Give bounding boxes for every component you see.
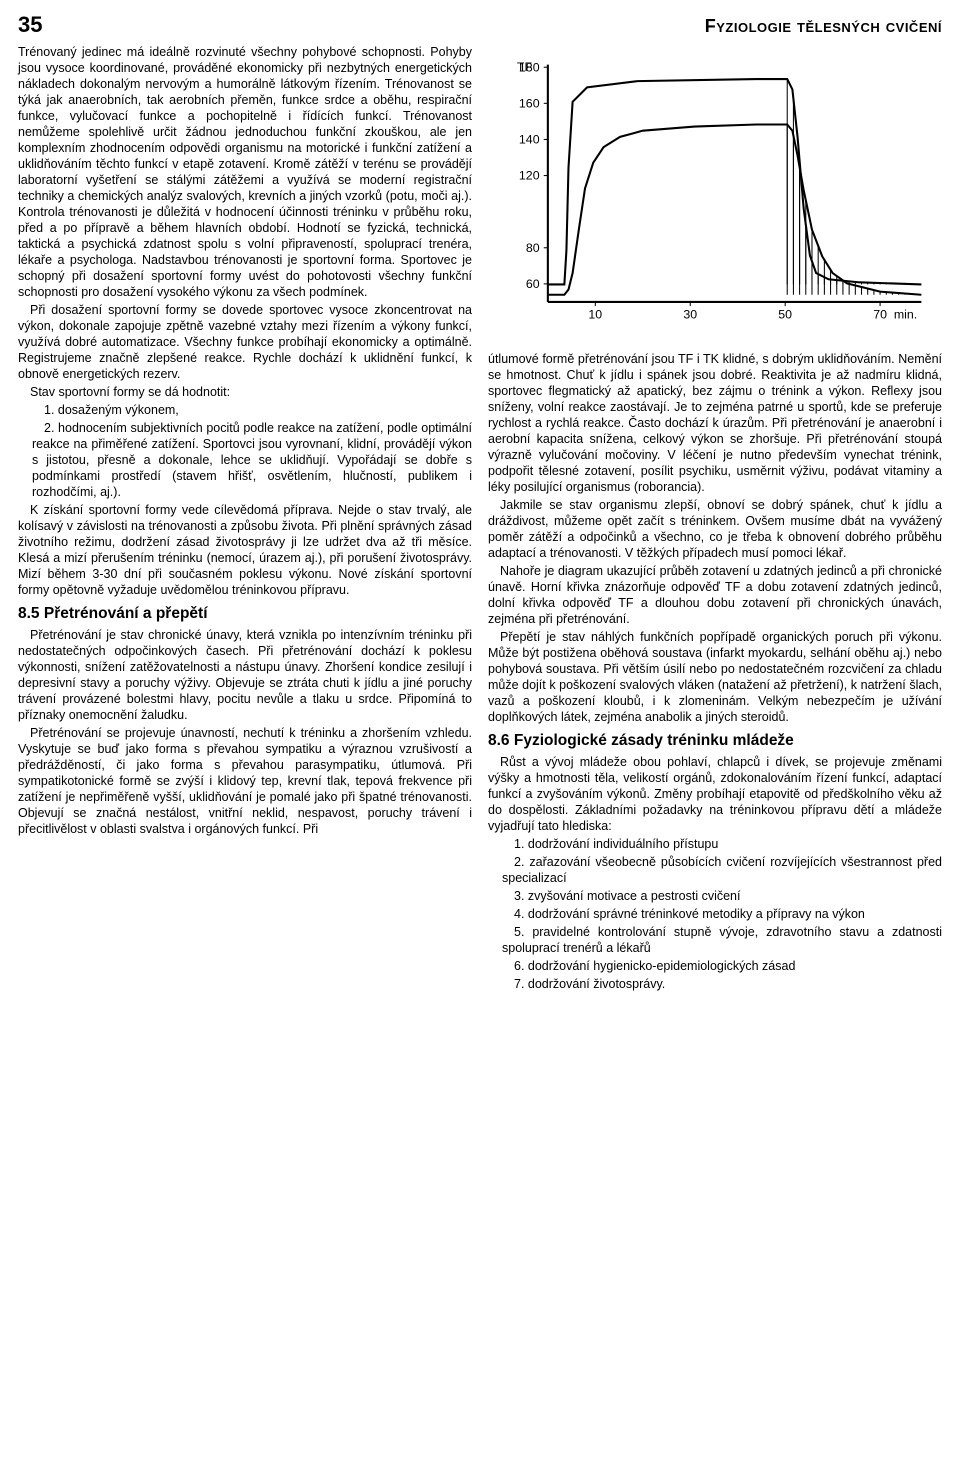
svg-text:30: 30 bbox=[683, 307, 697, 321]
recovery-chart: TF608012014016018010305070min. bbox=[488, 44, 942, 343]
svg-text:10: 10 bbox=[588, 307, 602, 321]
page-number: 35 bbox=[18, 12, 42, 38]
body-text: Trénovaný jedinec má ideálně rozvinuté v… bbox=[18, 44, 472, 300]
list-item: 1. dosaženým výkonem, bbox=[18, 402, 472, 418]
svg-text:min.: min. bbox=[894, 307, 917, 321]
body-text: Stav sportovní formy se dá hodnotit: bbox=[18, 384, 472, 400]
svg-text:70: 70 bbox=[873, 307, 887, 321]
svg-text:140: 140 bbox=[519, 133, 540, 147]
svg-text:120: 120 bbox=[519, 169, 540, 183]
list-item: 2. hodnocením subjektivních pocitů podle… bbox=[18, 420, 472, 500]
list-item: 1. dodržování individuálního přístupu bbox=[488, 836, 942, 852]
body-text: Přetrénování je stav chronické únavy, kt… bbox=[18, 627, 472, 723]
svg-text:160: 160 bbox=[519, 96, 540, 110]
list-item: 5. pravidelné kontrolování stupně vývoje… bbox=[488, 924, 942, 956]
body-text: K získání sportovní formy vede cílevědom… bbox=[18, 502, 472, 598]
body-text: Růst a vývoj mládeže obou pohlaví, chlap… bbox=[488, 754, 942, 834]
section-heading: 8.6 Fyziologické zásady tréninku mládeže bbox=[488, 731, 942, 751]
list-item: 3. zvyšování motivace a pestrosti cvičen… bbox=[488, 888, 942, 904]
right-column: TF608012014016018010305070min. útlumové … bbox=[488, 44, 942, 994]
svg-text:80: 80 bbox=[526, 241, 540, 255]
section-heading: 8.5 Přetrénování a přepětí bbox=[18, 604, 472, 624]
body-text: Při dosažení sportovní formy se dovede s… bbox=[18, 302, 472, 382]
two-column-layout: Trénovaný jedinec má ideálně rozvinuté v… bbox=[18, 44, 942, 994]
svg-text:180: 180 bbox=[519, 60, 540, 74]
running-title: Fyziologie tělesných cvičení bbox=[705, 16, 942, 37]
body-text: Nahoře je diagram ukazující průběh zotav… bbox=[488, 563, 942, 627]
body-text: útlumové formě přetrénování jsou TF i TK… bbox=[488, 351, 942, 495]
left-column: Trénovaný jedinec má ideálně rozvinuté v… bbox=[18, 44, 472, 994]
svg-text:50: 50 bbox=[778, 307, 792, 321]
body-text: Přetrénování se projevuje únavností, nec… bbox=[18, 725, 472, 837]
list-item: 6. dodržování hygienicko-epidemiologický… bbox=[488, 958, 942, 974]
body-text: Přepětí je stav náhlých funkčních popříp… bbox=[488, 629, 942, 725]
list-item: 7. dodržování životosprávy. bbox=[488, 976, 942, 992]
svg-text:60: 60 bbox=[526, 277, 540, 291]
page-header: 35 Fyziologie tělesných cvičení bbox=[18, 12, 942, 38]
body-text: Jakmile se stav organismu zlepší, obnoví… bbox=[488, 497, 942, 561]
list-item: 4. dodržování správné tréninkové metodik… bbox=[488, 906, 942, 922]
list-item: 2. zařazování všeobecně působících cviče… bbox=[488, 854, 942, 886]
chart-svg: TF608012014016018010305070min. bbox=[488, 44, 942, 343]
